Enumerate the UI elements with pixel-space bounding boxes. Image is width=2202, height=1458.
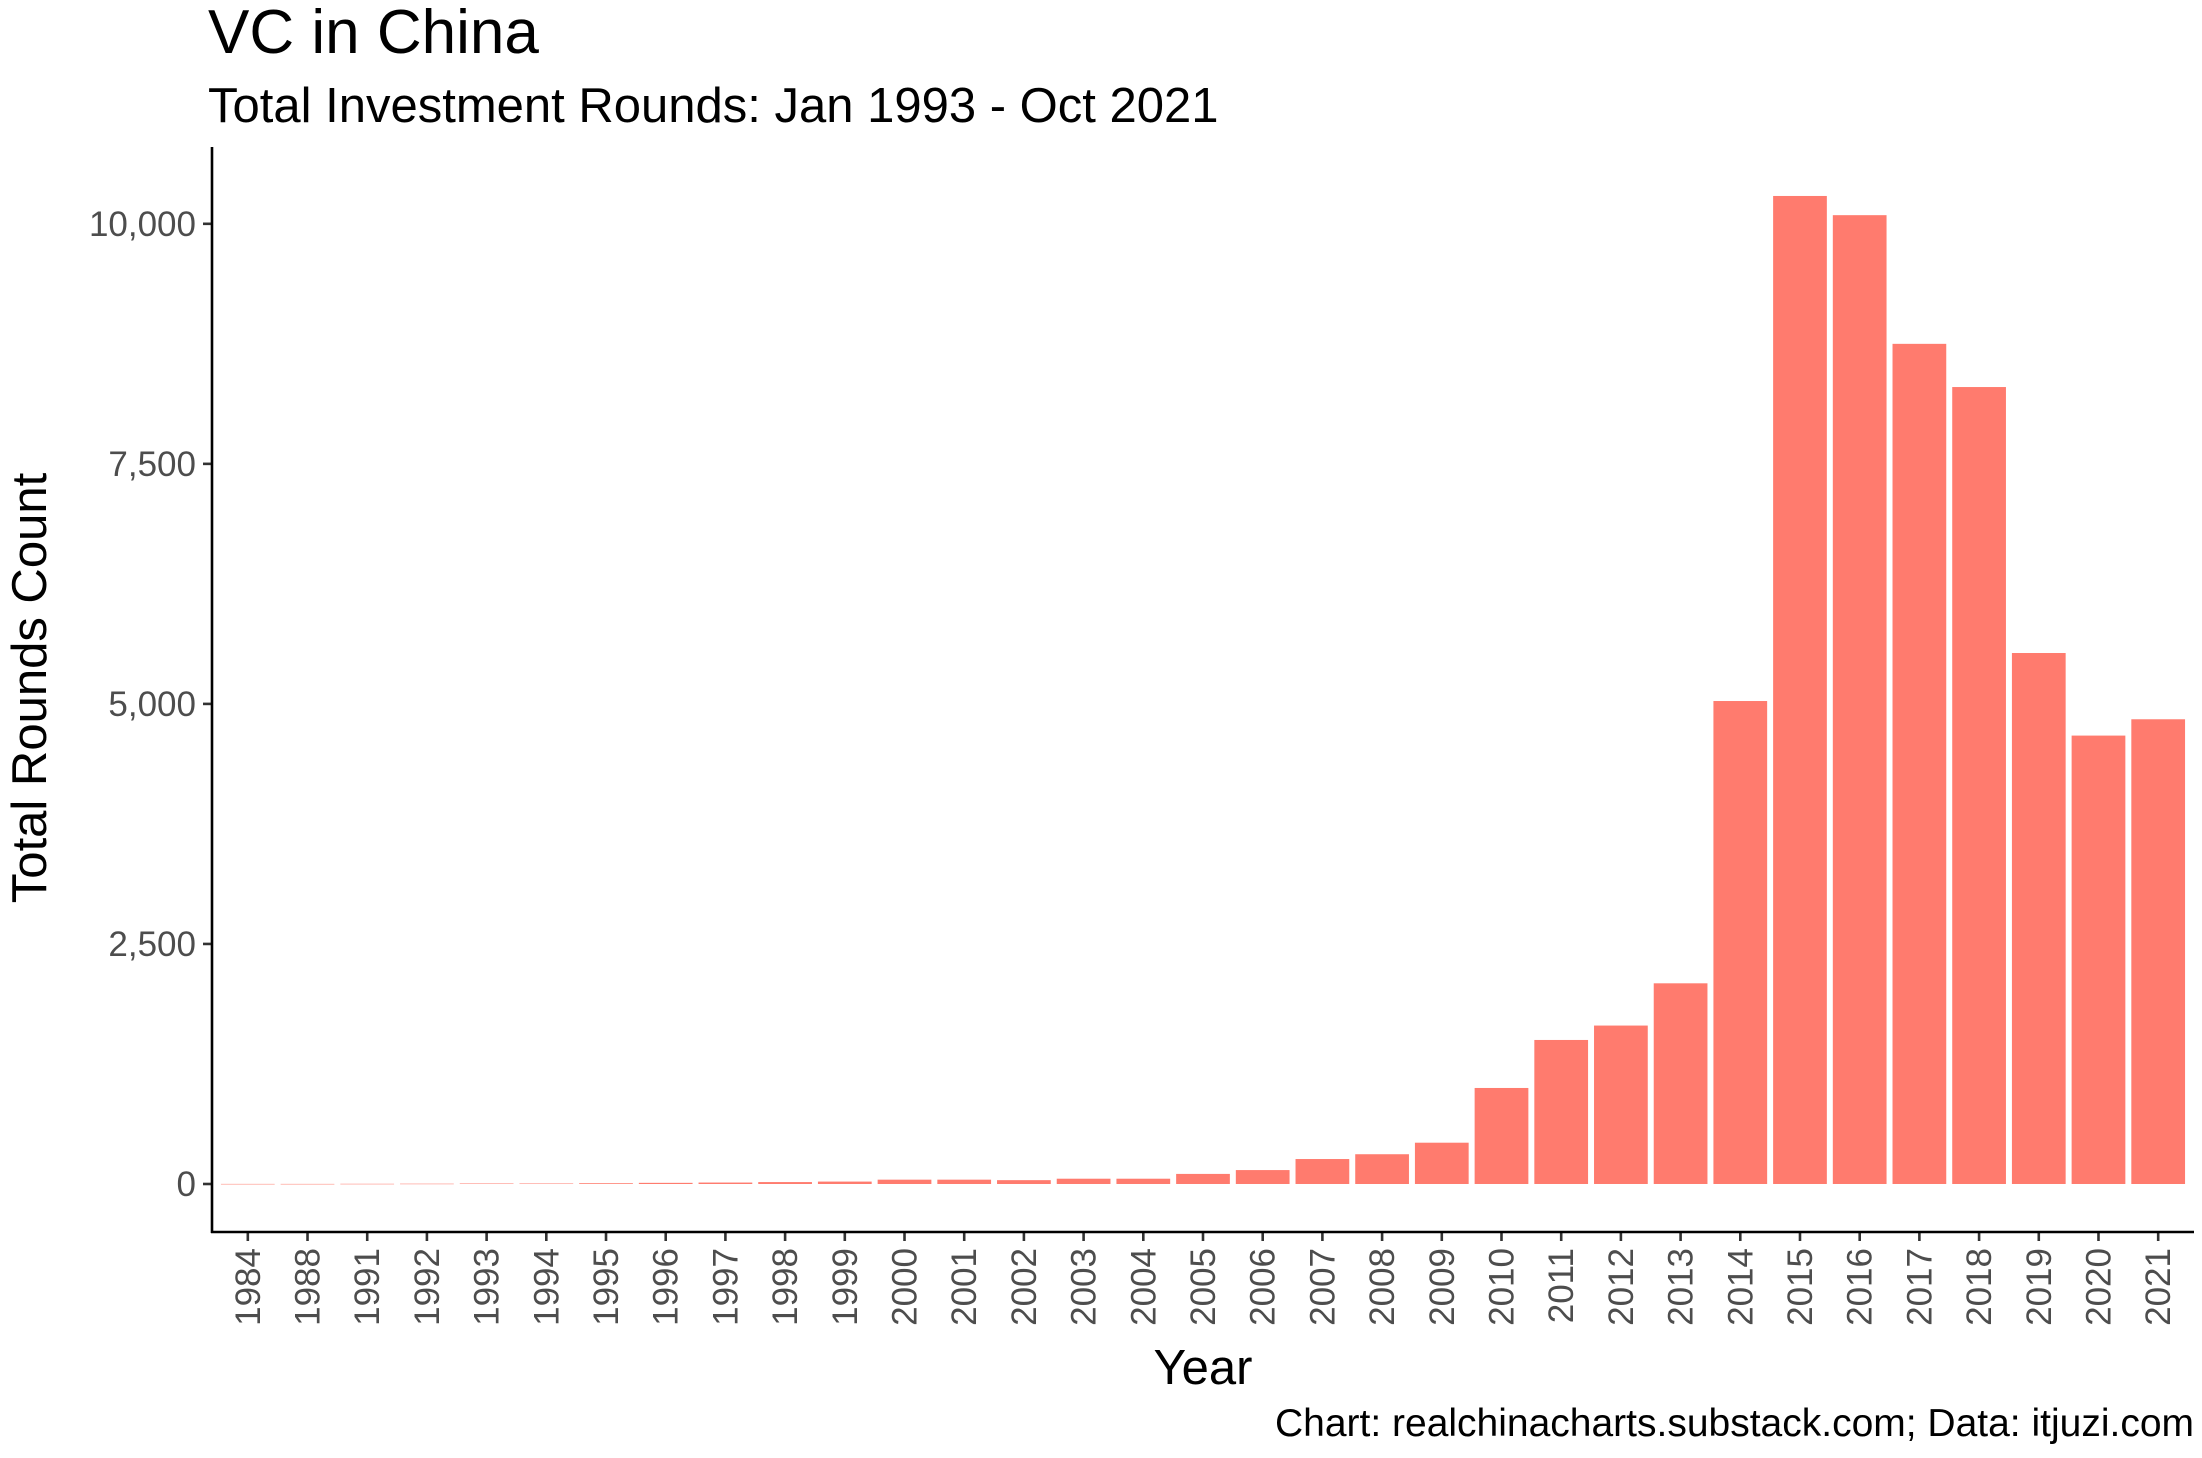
x-tick-label: 2001 (945, 1248, 984, 1326)
bar-2005 (1176, 1173, 1230, 1184)
bar-2014 (1713, 701, 1768, 1184)
bar-2019 (2011, 653, 2066, 1184)
bar-1984 (220, 1183, 275, 1185)
x-tick-label: 1997 (706, 1248, 745, 1326)
x-tick-label: 2013 (1662, 1248, 1701, 1326)
bar-2000 (877, 1179, 932, 1184)
y-tick-label: 2,500 (108, 925, 196, 964)
bar-2001 (937, 1179, 992, 1184)
bar-1992 (400, 1183, 454, 1185)
bar-1996 (638, 1182, 693, 1184)
bar-1999 (817, 1181, 872, 1184)
bar-1997 (698, 1182, 753, 1184)
x-tick-label: 2018 (1960, 1248, 1999, 1326)
x-tick-label: 1993 (468, 1248, 507, 1326)
x-tick-label: 2002 (1005, 1248, 1044, 1326)
x-tick-label: 2017 (1900, 1248, 1939, 1326)
bar-2009 (1414, 1142, 1469, 1184)
bar-2007 (1295, 1159, 1350, 1184)
x-tick-label: 2007 (1303, 1248, 1342, 1326)
bar-2011 (1534, 1039, 1589, 1184)
bar-2010 (1474, 1087, 1529, 1184)
x-tick-label: 1991 (348, 1248, 387, 1326)
bar-2018 (1952, 387, 2006, 1184)
x-tick-label: 1996 (647, 1248, 686, 1326)
x-tick-label: 2014 (1721, 1248, 1760, 1326)
x-tick-label: 2020 (2079, 1248, 2118, 1326)
bar-2006 (1235, 1170, 1290, 1184)
y-tick-label: 7,500 (108, 445, 196, 484)
chart-title: VC in China (208, 0, 539, 67)
x-tick-label: 2016 (1841, 1248, 1880, 1326)
x-tick-label: 2000 (886, 1248, 925, 1326)
x-tick-label: 2011 (1542, 1248, 1581, 1323)
x-tick-label: 1999 (826, 1248, 865, 1326)
bar-1995 (579, 1183, 633, 1184)
chart-caption: Chart: realchinacharts.substack.com; Dat… (1275, 1402, 2194, 1445)
y-tick-label: 10,000 (89, 205, 196, 244)
bar-1991 (340, 1183, 395, 1185)
x-tick-label: 1984 (229, 1248, 268, 1326)
bar-2004 (1116, 1178, 1171, 1184)
x-tick-label: 2006 (1244, 1248, 1283, 1326)
y-axis-ticks: 0 2,500 5,000 7,500 10,000 (89, 205, 212, 1204)
bar-2008 (1355, 1154, 1409, 1184)
x-tick-label: 2008 (1363, 1248, 1402, 1326)
x-tick-label: 1998 (766, 1248, 805, 1326)
x-tick-label: 2004 (1124, 1248, 1163, 1326)
x-tick-label: 1992 (408, 1248, 447, 1326)
x-tick-label: 2005 (1184, 1248, 1223, 1326)
bar-2017 (1892, 343, 1947, 1184)
bar-2012 (1594, 1025, 1648, 1184)
x-axis-ticks: 1984 1988 1991 1992 1993 1994 1995 1996 1997 1998… (229, 1232, 2178, 1326)
x-tick-label: 2019 (2020, 1248, 2059, 1326)
x-tick-label: 2015 (1781, 1248, 1820, 1326)
bars-layer (220, 195, 2186, 1185)
x-tick-label: 2021 (2139, 1248, 2178, 1326)
bar-1998 (758, 1182, 812, 1184)
x-axis-title: Year (1153, 1341, 1252, 1395)
bar-2003 (1056, 1178, 1111, 1184)
bar-2002 (997, 1180, 1051, 1184)
bar-2016 (1832, 215, 1887, 1184)
x-tick-label: 1994 (527, 1248, 566, 1326)
bar-2020 (2071, 735, 2126, 1184)
bar-1993 (459, 1183, 514, 1185)
y-tick-label: 5,000 (108, 685, 196, 724)
chart-subtitle: Total Investment Rounds: Jan 1993 - Oct … (208, 79, 1219, 133)
bar-2021 (2131, 719, 2186, 1184)
y-axis-title: Total Rounds Count (3, 472, 57, 903)
bar-2015 (1773, 195, 1827, 1184)
y-tick-label: 0 (177, 1165, 196, 1204)
x-tick-label: 2010 (1482, 1248, 1521, 1326)
bar-2013 (1653, 983, 1708, 1184)
x-tick-label: 2009 (1423, 1248, 1462, 1326)
bar-1988 (280, 1183, 335, 1185)
bar-1994 (519, 1183, 574, 1185)
x-tick-label: 1995 (587, 1248, 626, 1326)
x-tick-label: 2012 (1602, 1248, 1641, 1326)
x-tick-label: 2003 (1065, 1248, 1104, 1326)
x-tick-label: 1988 (289, 1248, 328, 1326)
